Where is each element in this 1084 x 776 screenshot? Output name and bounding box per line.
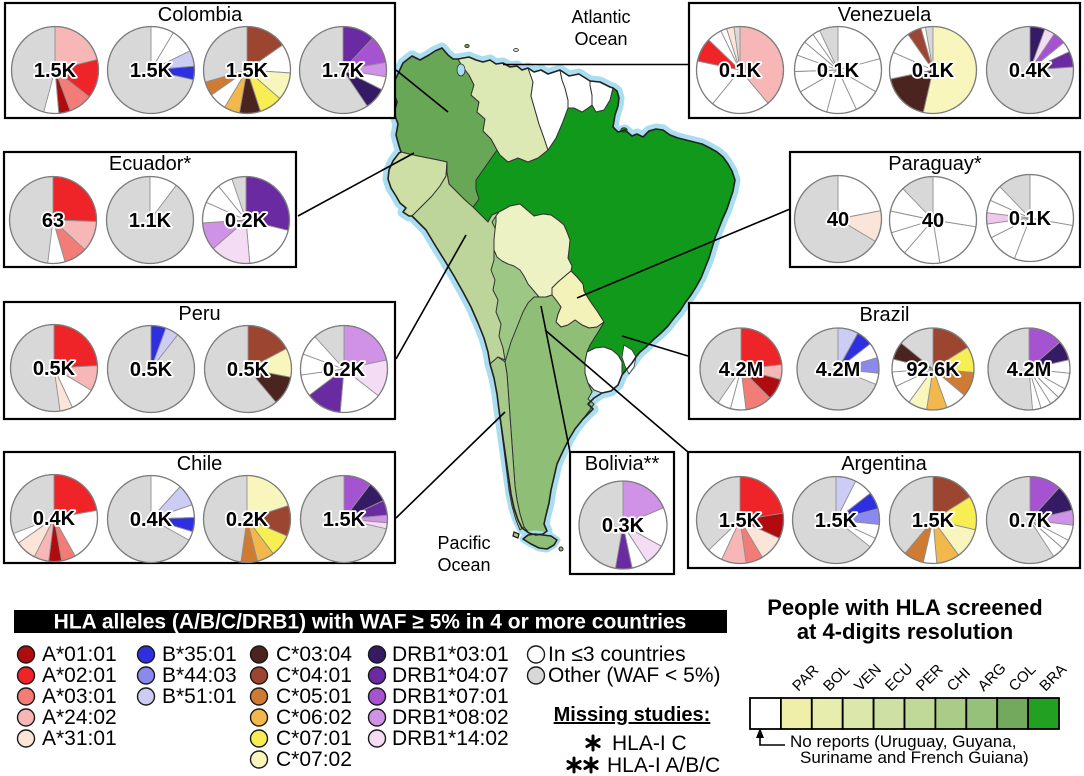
- svg-text:Chile: Chile: [177, 453, 223, 475]
- svg-text:Paraguay*: Paraguay*: [888, 153, 982, 175]
- svg-text:In ≤3 countries: In ≤3 countries: [548, 643, 686, 666]
- svg-text:B*51:01: B*51:01: [162, 685, 237, 708]
- svg-text:Suriname and French Guiana): Suriname and French Guiana): [800, 748, 1029, 767]
- svg-text:Venezuela: Venezuela: [838, 4, 932, 26]
- svg-text:0.5K: 0.5K: [130, 359, 173, 381]
- svg-text:C*07:01: C*07:01: [276, 727, 352, 750]
- svg-text:B*35:01: B*35:01: [162, 643, 237, 666]
- svg-text:4.2M: 4.2M: [1007, 359, 1051, 381]
- svg-text:0.1K: 0.1K: [817, 60, 860, 82]
- svg-text:0.3K: 0.3K: [602, 515, 645, 537]
- svg-text:Other (WAF < 5%): Other (WAF < 5%): [548, 664, 721, 687]
- svg-text:1.7K: 1.7K: [322, 60, 365, 82]
- svg-text:DRB1*07:01: DRB1*07:01: [392, 685, 509, 708]
- svg-text:1.5K: 1.5K: [130, 60, 173, 82]
- svg-text:Colombia: Colombia: [158, 4, 243, 26]
- svg-text:Atlantic: Atlantic: [571, 7, 630, 27]
- svg-text:Missing studies:: Missing studies:: [554, 704, 711, 726]
- svg-text:C*05:01: C*05:01: [276, 685, 352, 708]
- svg-text:HLA alleles (A/B/C/DRB1) with: HLA alleles (A/B/C/DRB1) with WAF ≥ 5% i…: [54, 611, 687, 634]
- svg-text:DRB1*14:02: DRB1*14:02: [392, 727, 509, 750]
- svg-text:C*06:02: C*06:02: [276, 706, 352, 729]
- svg-text:92.6K: 92.6K: [906, 359, 960, 381]
- svg-text:C*07:02: C*07:02: [276, 748, 352, 771]
- svg-text:Ocean: Ocean: [574, 29, 627, 49]
- svg-text:Peru: Peru: [178, 303, 220, 325]
- svg-text:Argentina: Argentina: [841, 453, 927, 475]
- svg-text:A*03:01: A*03:01: [42, 685, 117, 708]
- svg-text:A*31:01: A*31:01: [42, 727, 117, 750]
- svg-text:1.5K: 1.5K: [226, 60, 269, 82]
- svg-text:Ocean: Ocean: [437, 555, 490, 575]
- svg-text:40: 40: [922, 210, 944, 232]
- svg-text:0.1K: 0.1K: [719, 60, 762, 82]
- svg-text:1.5K: 1.5K: [34, 60, 77, 82]
- svg-text:63: 63: [42, 210, 64, 232]
- svg-text:Ecuador*: Ecuador*: [109, 153, 191, 175]
- svg-text:0.4K: 0.4K: [130, 509, 173, 531]
- svg-text:A*02:01: A*02:01: [42, 664, 117, 687]
- svg-text:1.5K: 1.5K: [323, 509, 366, 531]
- svg-text:DRB1*04:07: DRB1*04:07: [392, 664, 509, 687]
- svg-text:0.5K: 0.5K: [33, 358, 76, 380]
- svg-text:A*01:01: A*01:01: [42, 643, 117, 666]
- svg-text:40: 40: [827, 209, 849, 231]
- svg-text:4.2M: 4.2M: [719, 359, 763, 381]
- svg-text:1.5K: 1.5K: [815, 510, 858, 532]
- svg-text:0.1K: 0.1K: [912, 60, 955, 82]
- svg-text:Pacific: Pacific: [437, 533, 490, 553]
- svg-text:DRB1*08:02: DRB1*08:02: [392, 706, 509, 729]
- svg-text:0.1K: 0.1K: [1009, 208, 1052, 230]
- svg-text:1.1K: 1.1K: [129, 210, 172, 232]
- svg-text:HLA-I A/B/C: HLA-I A/B/C: [607, 754, 720, 776]
- svg-text:A*24:02: A*24:02: [42, 706, 117, 729]
- svg-text:at 4-digits resolution: at 4-digits resolution: [797, 619, 1013, 644]
- svg-text:HLA-I C: HLA-I C: [612, 732, 687, 755]
- svg-text:0.2K: 0.2K: [226, 509, 269, 531]
- svg-text:0.4K: 0.4K: [33, 508, 76, 530]
- svg-text:0.4K: 0.4K: [1009, 60, 1052, 82]
- svg-text:1.5K: 1.5K: [912, 510, 955, 532]
- svg-text:B*44:03: B*44:03: [162, 664, 237, 687]
- svg-text:C*04:01: C*04:01: [276, 664, 352, 687]
- svg-text:0.7K: 0.7K: [1009, 510, 1052, 532]
- svg-text:0.5K: 0.5K: [227, 359, 270, 381]
- svg-text:No reports (Uruguay, Guyana,: No reports (Uruguay, Guyana,: [790, 732, 1016, 751]
- svg-text:4.2M: 4.2M: [816, 359, 860, 381]
- svg-text:0.2K: 0.2K: [323, 359, 366, 381]
- svg-text:C*03:04: C*03:04: [276, 643, 352, 666]
- svg-text:Brazil: Brazil: [859, 304, 909, 326]
- svg-text:1.5K: 1.5K: [719, 510, 762, 532]
- svg-text:0.2K: 0.2K: [225, 210, 268, 232]
- svg-text:People with HLA screened: People with HLA screened: [767, 595, 1042, 620]
- svg-text:DRB1*03:01: DRB1*03:01: [392, 643, 509, 666]
- svg-text:Bolivia**: Bolivia**: [585, 453, 660, 475]
